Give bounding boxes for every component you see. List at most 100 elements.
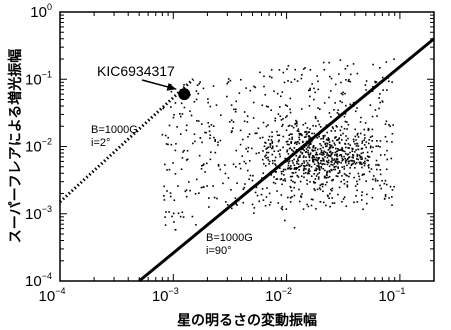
data-point bbox=[343, 196, 346, 198]
data-point bbox=[183, 83, 185, 86]
data-point bbox=[323, 175, 326, 178]
data-point bbox=[337, 73, 340, 75]
data-point bbox=[164, 163, 166, 166]
data-point bbox=[292, 126, 295, 129]
data-point bbox=[297, 176, 300, 178]
data-point bbox=[315, 207, 317, 210]
data-point bbox=[332, 146, 334, 149]
data-point bbox=[340, 125, 343, 128]
data-point bbox=[348, 78, 350, 81]
data-point bbox=[267, 151, 270, 154]
data-point bbox=[279, 95, 282, 98]
data-point bbox=[177, 185, 179, 187]
data-point bbox=[290, 186, 292, 189]
data-point bbox=[300, 133, 303, 136]
data-point bbox=[356, 158, 358, 160]
data-point bbox=[172, 212, 175, 215]
data-point bbox=[289, 108, 291, 111]
data-point bbox=[275, 178, 278, 181]
data-point bbox=[321, 163, 323, 166]
data-point bbox=[262, 121, 265, 124]
data-point bbox=[291, 172, 294, 174]
data-point bbox=[317, 176, 320, 178]
data-point bbox=[164, 134, 167, 137]
data-point bbox=[234, 110, 237, 113]
data-point bbox=[264, 141, 266, 144]
data-point bbox=[315, 156, 318, 159]
data-point bbox=[380, 187, 383, 190]
data-point bbox=[305, 144, 308, 147]
data-point bbox=[375, 164, 377, 166]
data-point bbox=[337, 166, 339, 168]
y-tick-labels: 10−4 10−3 10−2 10−1 100 bbox=[25, 2, 52, 290]
data-point bbox=[314, 158, 316, 161]
data-point bbox=[386, 149, 388, 152]
data-point bbox=[312, 198, 314, 201]
data-point bbox=[291, 138, 293, 140]
data-point bbox=[166, 190, 168, 192]
data-point bbox=[357, 148, 360, 151]
data-point bbox=[361, 140, 364, 143]
data-point bbox=[175, 143, 177, 145]
data-point bbox=[168, 168, 171, 171]
data-point bbox=[388, 124, 390, 126]
data-point bbox=[247, 135, 249, 138]
data-point bbox=[324, 143, 327, 146]
data-point bbox=[334, 102, 336, 104]
data-point bbox=[303, 162, 305, 164]
data-point bbox=[255, 152, 258, 155]
data-point bbox=[332, 178, 335, 181]
data-point bbox=[327, 137, 330, 139]
data-point bbox=[290, 81, 293, 83]
data-point bbox=[372, 146, 374, 149]
data-point bbox=[302, 169, 305, 172]
data-point bbox=[165, 143, 168, 145]
data-point bbox=[379, 184, 381, 187]
data-point bbox=[346, 180, 349, 183]
data-point bbox=[317, 163, 320, 165]
data-point bbox=[328, 96, 330, 99]
x-tick-label: 10−4 bbox=[39, 286, 66, 305]
data-point bbox=[304, 165, 306, 167]
data-point bbox=[333, 108, 335, 111]
data-point bbox=[310, 143, 312, 145]
data-point bbox=[284, 168, 287, 171]
data-point bbox=[329, 90, 332, 92]
data-point bbox=[267, 146, 270, 149]
data-point bbox=[304, 172, 307, 174]
data-point bbox=[312, 149, 315, 152]
data-point bbox=[340, 154, 343, 156]
data-point bbox=[234, 108, 237, 111]
data-point bbox=[199, 81, 202, 83]
data-point bbox=[308, 105, 311, 107]
data-point bbox=[391, 132, 394, 135]
y-axis-title: スーパーフレアによる増光振幅 bbox=[7, 49, 24, 244]
data-point bbox=[318, 172, 321, 174]
data-point bbox=[337, 148, 340, 151]
data-point bbox=[323, 160, 325, 162]
data-point bbox=[185, 189, 188, 191]
data-point bbox=[303, 146, 306, 148]
data-point bbox=[364, 122, 367, 124]
data-point bbox=[320, 165, 322, 168]
data-point bbox=[320, 151, 323, 154]
data-point bbox=[346, 128, 348, 130]
data-point bbox=[354, 185, 357, 187]
data-point bbox=[320, 183, 323, 186]
data-point bbox=[331, 189, 333, 192]
data-point bbox=[267, 106, 269, 108]
data-point bbox=[286, 196, 289, 199]
data-point bbox=[318, 168, 321, 170]
data-point bbox=[347, 123, 350, 126]
data-point bbox=[389, 125, 392, 128]
data-point bbox=[341, 149, 343, 152]
data-point bbox=[295, 122, 297, 125]
data-point bbox=[341, 93, 344, 96]
data-point bbox=[367, 156, 370, 158]
data-point bbox=[193, 100, 196, 103]
data-point bbox=[311, 154, 314, 157]
data-point bbox=[340, 92, 343, 95]
data-point bbox=[347, 156, 350, 159]
data-point bbox=[330, 144, 333, 147]
data-point bbox=[295, 166, 298, 169]
